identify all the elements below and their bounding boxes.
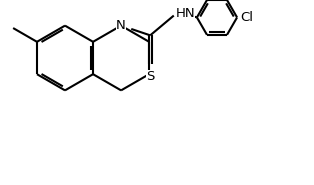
Text: Cl: Cl <box>240 11 253 24</box>
Text: N: N <box>116 19 126 32</box>
Text: S: S <box>146 70 154 83</box>
Text: HN: HN <box>176 7 195 20</box>
